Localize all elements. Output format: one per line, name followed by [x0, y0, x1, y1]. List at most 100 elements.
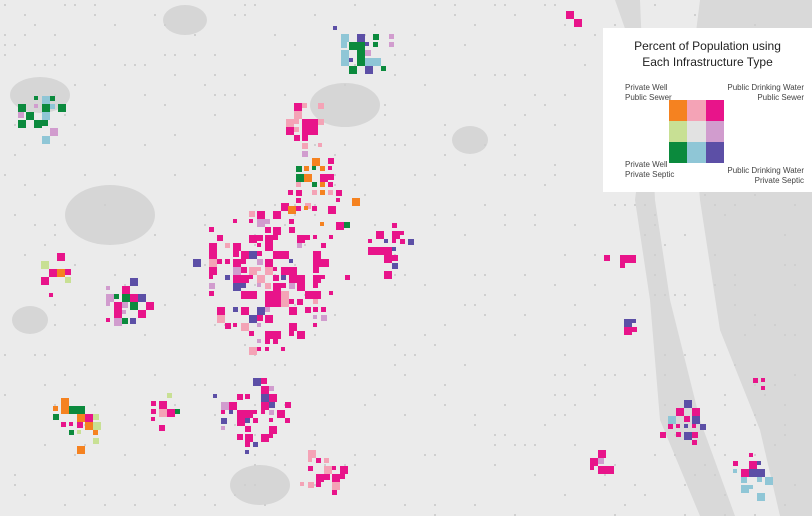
map-cell [534, 474, 536, 476]
map-cell [424, 54, 426, 56]
map-cell [341, 50, 349, 58]
map-cell [757, 477, 762, 482]
map-cell [794, 284, 796, 286]
map-cell [257, 315, 263, 321]
map-cell [244, 74, 246, 76]
map-cell [249, 235, 257, 243]
map-cell [392, 255, 398, 261]
map-cell [313, 291, 321, 299]
map-cell [234, 424, 236, 426]
map-cell [175, 409, 180, 414]
map-cell [318, 143, 322, 147]
map-cell [794, 484, 796, 486]
map-cell [554, 4, 556, 6]
map-cell [324, 466, 332, 474]
map-cell [57, 269, 65, 277]
map-cell [237, 410, 245, 418]
map-cell [434, 394, 436, 396]
map-cell [18, 120, 26, 128]
map-cell [84, 174, 86, 176]
map-cell [734, 204, 736, 206]
map-cell [245, 450, 249, 454]
map-cell [352, 198, 360, 206]
map-cell [54, 304, 56, 306]
map-cell [733, 461, 738, 466]
map-cell [544, 4, 546, 6]
map-cell [444, 404, 446, 406]
map-cell [554, 124, 556, 126]
map-cell [281, 251, 289, 259]
map-cell [237, 434, 243, 440]
map-cell [74, 454, 76, 456]
map-cell [684, 304, 686, 306]
map-cell [106, 286, 110, 290]
map-cell [194, 34, 196, 36]
map-cell [357, 34, 365, 42]
map-cell [164, 104, 166, 106]
map-cell [590, 458, 598, 466]
map-cell [354, 184, 356, 186]
map-cell [244, 344, 246, 346]
map-cell [374, 454, 376, 456]
map-cell [296, 174, 304, 182]
map-cell [4, 44, 6, 46]
map-cell [321, 307, 326, 312]
map-cell [754, 24, 756, 26]
map-cell [484, 314, 486, 316]
map-cell [534, 214, 536, 216]
map-cell [245, 442, 250, 447]
map-cell [225, 259, 230, 264]
map-cell [281, 275, 286, 280]
map-cell [754, 194, 756, 196]
map-cell [174, 134, 176, 136]
map-cell [554, 284, 556, 286]
map-cell [257, 275, 265, 283]
map-cell [234, 14, 236, 16]
map-cell [794, 204, 796, 206]
map-cell [365, 42, 369, 46]
map-cell [474, 504, 476, 506]
legend: Percent of Population using Each Infrast… [603, 28, 812, 192]
map-cell [281, 347, 285, 351]
map-cell [574, 444, 576, 446]
map-cell [54, 404, 56, 406]
map-cell [54, 224, 56, 226]
map-cell [265, 339, 270, 344]
map-cell [122, 302, 128, 308]
map-cell [684, 484, 686, 486]
map-cell [314, 334, 316, 336]
map-cell [624, 504, 626, 506]
map-cell [204, 474, 206, 476]
map-cell [264, 504, 266, 506]
map-cell [34, 354, 36, 356]
map-cell [414, 174, 416, 176]
map-cell [349, 66, 357, 74]
map-cell [584, 64, 586, 66]
map-cell [4, 394, 6, 396]
map-cell [434, 454, 436, 456]
map-cell [598, 458, 604, 464]
map-cell [318, 103, 324, 109]
map-cell [564, 374, 566, 376]
map-cell [249, 267, 257, 275]
map-cell [494, 444, 496, 446]
map-cell [302, 103, 307, 108]
map-cell [154, 474, 156, 476]
map-cell [336, 198, 340, 202]
map-cell [624, 204, 626, 206]
map-cell [757, 461, 761, 465]
map-cell [414, 34, 416, 36]
map-cell [754, 424, 756, 426]
map-cell [734, 284, 736, 286]
map-cell [124, 414, 126, 416]
map-cell [365, 66, 373, 74]
map-cell [184, 254, 186, 256]
legend-label: Public Drinking Water Private Septic [727, 166, 804, 186]
map-cell [604, 474, 606, 476]
map-cell [564, 254, 566, 256]
map-cell [313, 299, 318, 304]
map-cell [714, 204, 716, 206]
map-cell [634, 484, 636, 486]
map-cell [49, 293, 53, 297]
map-cell [24, 494, 26, 496]
